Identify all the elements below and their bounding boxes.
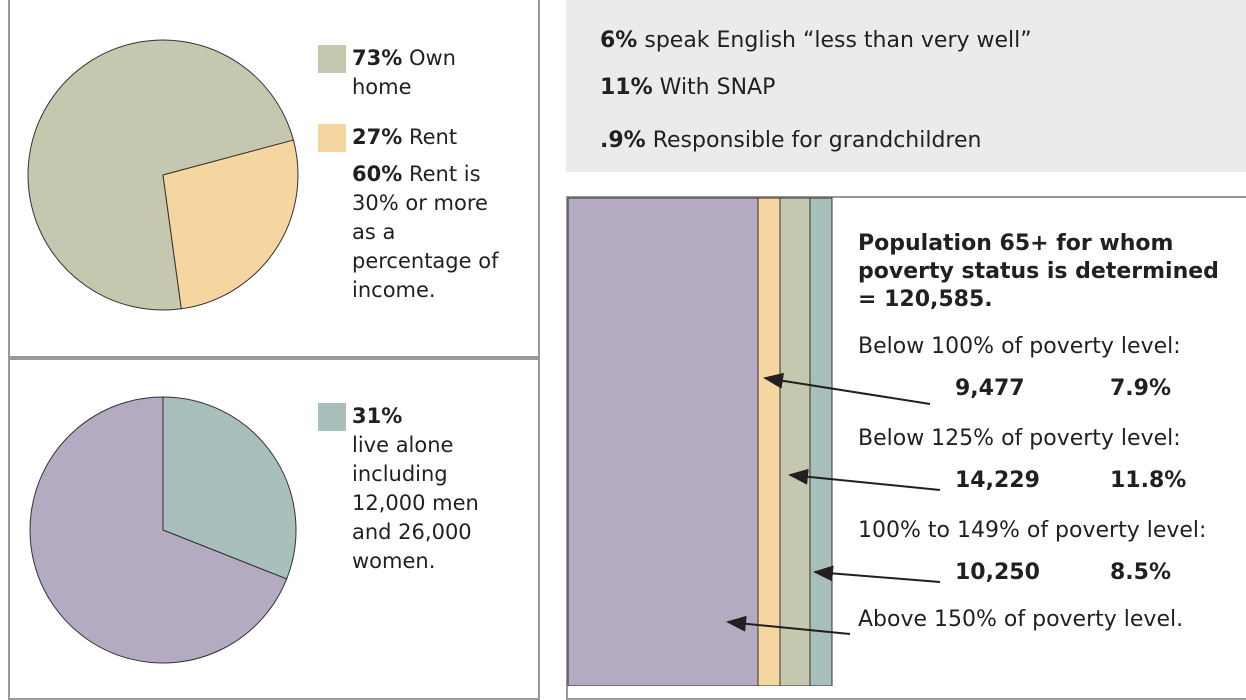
legend-swatch [318,124,346,152]
bar-above [567,197,759,686]
pie-slice [162,139,299,310]
bar-below-125 [779,197,811,686]
poverty-percent: 7.9% [1110,376,1172,401]
stat-label: .9% [600,128,646,153]
legend-label: 31% [352,404,403,428]
poverty-count: 10,250 [955,560,1040,585]
bar-100-149 [809,197,833,686]
arrow [726,615,851,635]
stat-text: With SNAP [659,75,776,100]
stats-panel [566,0,1246,172]
stat-label: 6% [600,28,638,53]
arrow [763,372,931,405]
pie-slice [162,396,297,580]
poverty-percent: 11.8% [1110,468,1187,493]
housing-panel [8,0,540,360]
legend-text: 73% Own home [352,44,492,102]
poverty-percent: 8.5% [1110,560,1172,585]
poverty-label: Above 150% of poverty level. [858,607,1184,632]
pie-slice [27,39,295,311]
legend-label: 27% [352,125,403,149]
poverty-label: 100% to 149% of poverty level: [858,518,1207,543]
rent-note: 60% Rent is 30% or more as a percentage … [352,160,502,305]
pies [27,39,299,664]
stat: 11% With SNAP [600,73,775,103]
legend-name: live alone including 12,000 men and 26,0… [352,433,479,573]
bar-below-100 [757,197,781,686]
note-label: 60% [352,162,403,186]
legend-swatch [318,403,346,431]
poverty-title: Population 65+ for whom poverty status i… [858,231,1219,312]
stat: 6% speak English “less than very well” [600,26,1032,56]
legend-text: 31% live alone including 12,000 men and 2… [352,402,502,576]
arrows [726,372,941,635]
stat-text: speak English “less than very well” [644,28,1032,53]
legend-label: 73% [352,46,403,70]
poverty-label: Below 125% of poverty level: [858,426,1181,451]
legend-name: Rent [408,125,458,149]
poverty-count: 14,229 [955,468,1040,493]
stat-label: 11% [600,75,653,100]
legend-text: 27% Rent [352,123,502,152]
arrow [813,565,941,583]
poverty-bars [567,197,833,686]
note-text: Rent is 30% or more as a percentage of i… [352,162,499,302]
poverty-count: 9,477 [955,376,1025,401]
stat: .9% Responsible for grandchildren [600,126,981,156]
stat-text: Responsible for grandchildren [652,128,982,153]
legend-name: Own home [352,46,456,99]
legend-swatch [318,45,346,73]
poverty-label: Below 100% of poverty level: [858,334,1181,359]
arrow [788,468,941,491]
pie-slice [29,396,288,664]
